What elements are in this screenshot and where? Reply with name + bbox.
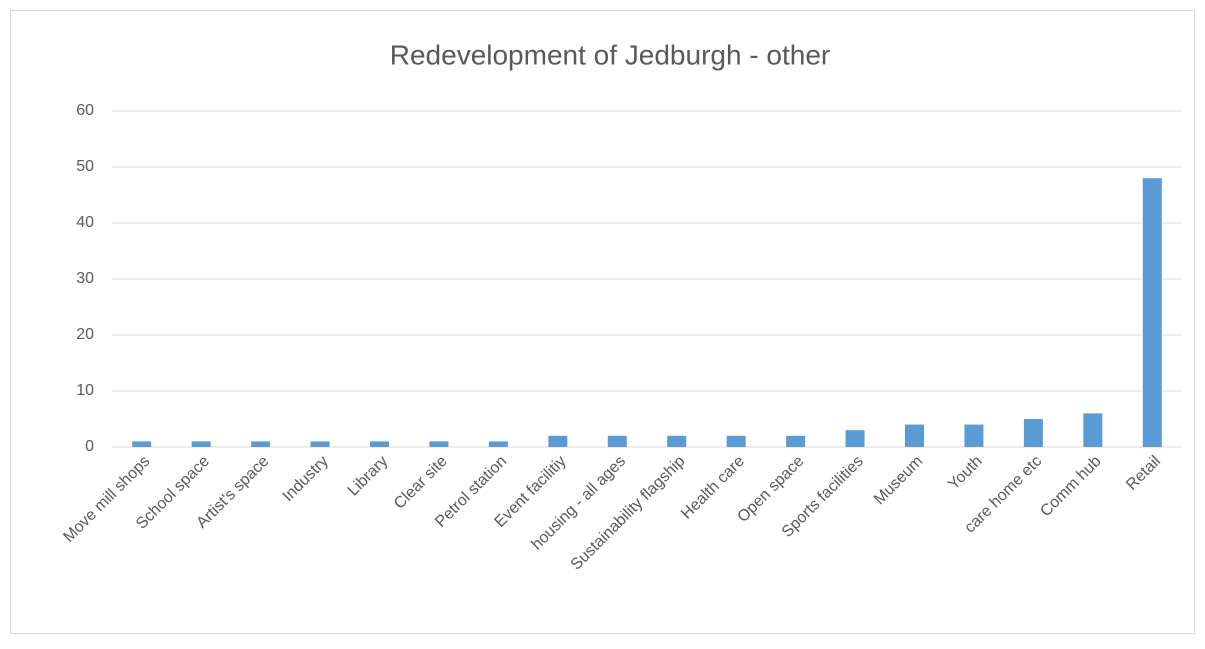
bar: [1142, 178, 1162, 447]
bar: [845, 430, 865, 447]
bar: [964, 424, 984, 447]
bar: [905, 424, 924, 447]
y-tick-label: 10: [76, 382, 94, 399]
y-tick-label: 0: [85, 438, 94, 455]
y-tick-label: 60: [76, 102, 94, 119]
bar: [488, 441, 508, 447]
bar: [132, 441, 152, 447]
bar: [251, 441, 271, 447]
y-tick-label: 20: [76, 326, 94, 343]
bar: [667, 435, 687, 447]
y-tick-label: 50: [76, 158, 94, 175]
bar: [1023, 419, 1043, 447]
bar: [1083, 413, 1103, 447]
bar: [310, 441, 330, 447]
y-tick-label: 40: [76, 214, 94, 231]
chart-title: Redevelopment of Jedburgh - other: [390, 39, 831, 70]
bar: [370, 441, 389, 447]
bar: [726, 435, 746, 447]
chart-frame: [10, 10, 1195, 634]
bar: [429, 441, 449, 447]
bar: [191, 441, 211, 447]
y-tick-label: 30: [76, 270, 94, 287]
bar: [607, 435, 627, 447]
bar: [548, 435, 568, 447]
bar: [786, 435, 806, 447]
